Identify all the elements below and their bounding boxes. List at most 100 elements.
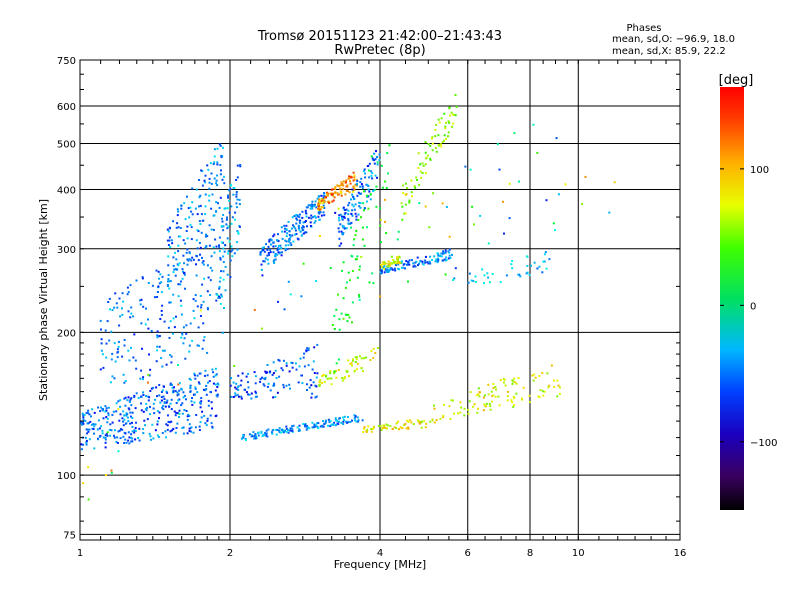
- data-point: [116, 348, 119, 351]
- data-point: [168, 280, 170, 283]
- data-point: [363, 168, 366, 171]
- chart-subtitle: RwPretec (8p): [334, 43, 425, 58]
- data-point: [329, 372, 332, 375]
- y-tick-label: 500: [57, 140, 76, 151]
- data-point: [145, 402, 148, 405]
- data-point: [382, 266, 384, 269]
- data-point: [261, 247, 264, 249]
- data-point: [322, 194, 325, 197]
- data-point: [150, 438, 153, 441]
- data-point: [101, 432, 104, 435]
- data-point: [405, 203, 407, 206]
- data-point: [274, 253, 277, 255]
- data-point: [367, 169, 370, 172]
- data-point: [158, 417, 160, 420]
- data-point: [346, 416, 349, 418]
- data-point: [99, 319, 102, 322]
- data-point: [418, 183, 421, 186]
- data-point: [387, 172, 390, 175]
- data-point: [419, 170, 422, 173]
- data-point: [195, 414, 198, 416]
- data-point: [410, 179, 413, 182]
- data-point: [379, 425, 382, 428]
- data-point: [146, 418, 149, 421]
- data-point: [140, 409, 143, 412]
- data-point: [344, 313, 347, 316]
- data-point: [337, 227, 340, 230]
- data-point: [358, 293, 361, 296]
- data-point: [192, 258, 195, 261]
- colorbar-tick-label: 0: [750, 301, 756, 312]
- data-point: [267, 245, 270, 248]
- data-point: [215, 182, 218, 185]
- data-point: [168, 236, 171, 239]
- data-point: [216, 147, 219, 150]
- data-point: [393, 426, 396, 429]
- data-point: [216, 294, 219, 296]
- data-point: [342, 206, 345, 209]
- data-point: [513, 404, 516, 407]
- data-point: [490, 390, 493, 393]
- data-point: [477, 393, 480, 396]
- data-point: [469, 168, 472, 171]
- data-point: [285, 427, 288, 430]
- data-point: [234, 386, 237, 389]
- data-point: [266, 258, 269, 261]
- data-point: [104, 441, 107, 444]
- data-point: [167, 264, 170, 267]
- data-point: [234, 218, 236, 221]
- data-point: [179, 299, 182, 302]
- y-axis-label: Stationary phase Virtual Height [km]: [37, 199, 50, 401]
- data-point: [201, 261, 204, 264]
- data-point: [313, 221, 316, 224]
- data-point: [186, 248, 189, 251]
- data-point: [100, 349, 103, 352]
- data-point: [339, 187, 342, 190]
- data-point: [207, 404, 210, 407]
- data-point: [230, 245, 233, 248]
- data-point: [177, 210, 180, 213]
- data-point: [327, 418, 330, 421]
- data-point: [92, 423, 95, 426]
- data-point: [277, 251, 280, 254]
- data-point: [127, 349, 130, 352]
- data-point: [215, 201, 218, 204]
- data-point: [254, 434, 257, 437]
- data-point: [160, 309, 163, 312]
- data-point: [131, 440, 134, 443]
- data-point: [338, 328, 341, 331]
- data-point: [359, 206, 362, 209]
- data-point: [381, 261, 384, 264]
- data-point: [388, 144, 391, 147]
- data-point: [460, 406, 463, 409]
- data-point: [341, 377, 344, 379]
- data-point: [511, 379, 514, 382]
- data-point: [363, 427, 366, 430]
- data-point: [274, 395, 277, 398]
- data-point: [236, 393, 239, 396]
- data-point: [492, 394, 495, 397]
- colorbar-tick-label: 100: [750, 165, 769, 176]
- data-point: [518, 180, 520, 183]
- data-point: [499, 281, 502, 284]
- data-point: [230, 222, 233, 225]
- data-point: [282, 431, 285, 434]
- data-point: [340, 181, 343, 184]
- data-point: [272, 251, 275, 254]
- data-point: [381, 426, 384, 429]
- data-point: [441, 202, 444, 205]
- data-point: [260, 268, 263, 271]
- data-point: [384, 268, 387, 271]
- data-point: [268, 240, 271, 243]
- data-point: [216, 174, 218, 177]
- data-point: [329, 425, 332, 428]
- data-point: [199, 194, 202, 197]
- data-point: [235, 193, 238, 196]
- data-point: [408, 259, 411, 262]
- data-point: [199, 406, 202, 409]
- data-point: [401, 205, 404, 208]
- data-point: [127, 291, 130, 294]
- data-point: [424, 205, 427, 208]
- data-point: [192, 431, 195, 434]
- data-point: [356, 362, 359, 365]
